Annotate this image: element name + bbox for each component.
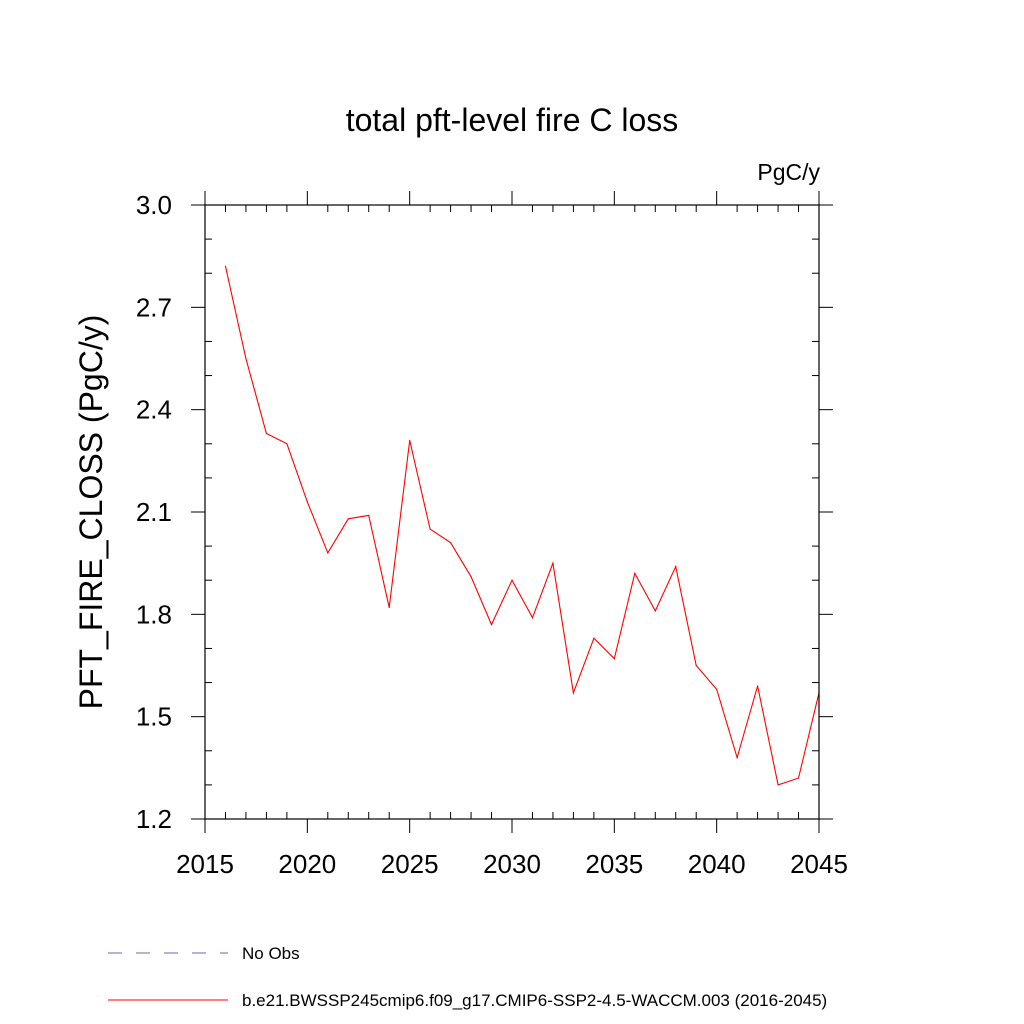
data-point-2018 (265, 432, 267, 435)
y-tick-label-2.1: 2.1 (136, 497, 172, 527)
data-point-2023 (368, 514, 370, 517)
x-tick-label-2035: 2035 (585, 849, 643, 879)
series-line-0 (224, 266, 820, 786)
data-point-2042 (757, 685, 759, 687)
x-tick-label-2045: 2045 (790, 849, 848, 879)
data-point-2027 (450, 542, 452, 544)
data-point-2025 (409, 439, 411, 441)
data-series (224, 265, 820, 786)
data-point-2022 (347, 518, 349, 520)
data-point-2017 (245, 357, 247, 360)
x-tick-label-2025: 2025 (381, 849, 439, 879)
data-point-2030 (511, 579, 513, 581)
data-point-2032 (552, 562, 554, 564)
x-tick-label-2030: 2030 (483, 849, 541, 879)
legend-label-model: b.e21.BWSSP245cmip6.f09_g17.CMIP6-SSP2-4… (242, 991, 827, 1010)
y-tick-label-3.0: 3.0 (136, 190, 172, 220)
data-point-2021 (327, 552, 329, 554)
plot-frame (204, 204, 820, 820)
data-point-2024 (388, 606, 390, 609)
data-point-2044 (797, 777, 800, 779)
x-tick-label-2015: 2015 (176, 849, 234, 879)
data-point-2036 (634, 572, 636, 575)
units-label: PgC/y (757, 159, 820, 185)
y-tick-label-2.4: 2.4 (136, 395, 172, 425)
data-point-2016 (224, 265, 227, 267)
y-tick-label-2.7: 2.7 (136, 292, 172, 322)
data-point-2033 (572, 692, 575, 694)
data-point-2020 (306, 501, 308, 503)
data-point-2037 (654, 610, 656, 612)
data-point-2035 (613, 658, 615, 660)
y-tick-label-1.8: 1.8 (136, 599, 172, 629)
axis-tick-labels: 2015 2020 2025 2030 2035 2040 2045 1.2 1.5 1.8 2.1… (136, 190, 848, 879)
data-point-2039 (695, 664, 697, 667)
data-point-2041 (736, 757, 738, 759)
data-point-2028 (470, 576, 472, 578)
axis-ticks (191, 191, 833, 833)
data-point-2026 (429, 528, 431, 530)
y-axis-label: PFT_FIRE_CLOSS (PgC/y) (73, 315, 109, 710)
data-point-2031 (531, 617, 534, 619)
data-point-2034 (593, 637, 595, 639)
x-tick-label-2040: 2040 (688, 849, 746, 879)
legend: No Obs b.e21.BWSSP245cmip6.f09_g17.CMIP6… (108, 944, 827, 1010)
data-point-2038 (675, 565, 677, 568)
legend-item-model: b.e21.BWSSP245cmip6.f09_g17.CMIP6-SSP2-4… (108, 991, 827, 1010)
x-tick-label-2020: 2020 (278, 849, 336, 879)
legend-label-no-obs: No Obs (242, 944, 300, 963)
data-point-2019 (286, 443, 288, 445)
legend-item-no-obs: No Obs (108, 944, 300, 963)
data-point-2040 (716, 688, 718, 690)
y-tick-label-1.5: 1.5 (136, 702, 172, 732)
chart-title: total pft-level fire C loss (346, 102, 679, 138)
data-point-2043 (777, 784, 779, 786)
y-tick-label-1.2: 1.2 (136, 804, 172, 834)
data-point-2029 (490, 623, 493, 626)
